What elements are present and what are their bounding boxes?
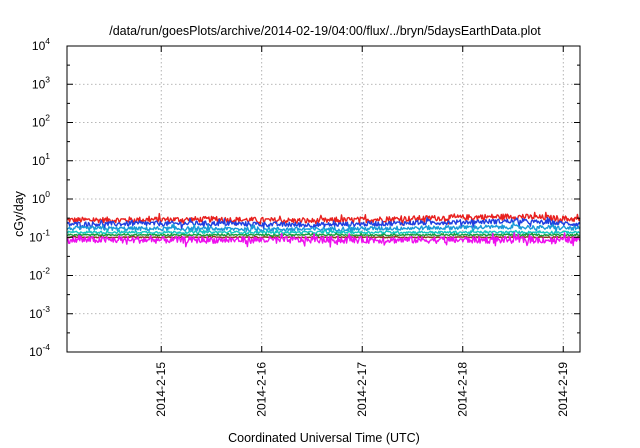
x-axis-label: Coordinated Universal Time (UTC) xyxy=(228,431,420,445)
y-tick-label: 101 xyxy=(32,151,50,168)
series-line xyxy=(66,232,581,248)
y-tick-label: 10-2 xyxy=(29,266,50,283)
x-tick-label: 2014-2-19 xyxy=(556,362,570,417)
y-tick-label: 104 xyxy=(32,36,50,53)
series-line xyxy=(66,229,581,236)
y-tick-label: 100 xyxy=(32,189,50,206)
x-tick-label: 2014-2-17 xyxy=(355,362,369,417)
grid-lines xyxy=(67,46,580,352)
series-line xyxy=(66,232,581,238)
series-line xyxy=(66,216,581,230)
series-line xyxy=(66,211,581,226)
x-tick-label: 2014-2-15 xyxy=(154,362,168,417)
y-tick-label: 10-1 xyxy=(29,227,50,244)
x-tick-label: 2014-2-18 xyxy=(456,362,470,417)
y-tick-label: 103 xyxy=(32,74,50,91)
y-tick-label: 10-3 xyxy=(29,304,50,321)
y-axis-label: cGy/day xyxy=(12,190,26,237)
y-tick-label: 102 xyxy=(32,113,50,130)
y-tick-label: 10-4 xyxy=(29,342,50,359)
x-tick-label: 2014-2-16 xyxy=(255,362,269,417)
series-line xyxy=(66,221,581,234)
chart-title: /data/run/goesPlots/archive/2014-02-19/0… xyxy=(109,24,541,38)
plot-frame xyxy=(66,45,581,353)
data-series xyxy=(66,211,581,248)
x-tick-labels: 2014-2-15 2014-2-16 2014-2-17 2014-2-18 2014… xyxy=(154,362,570,417)
y-tick-labels: 10-4 10-3 10-2 10-1 100 101 102 103 104 xyxy=(29,36,50,359)
